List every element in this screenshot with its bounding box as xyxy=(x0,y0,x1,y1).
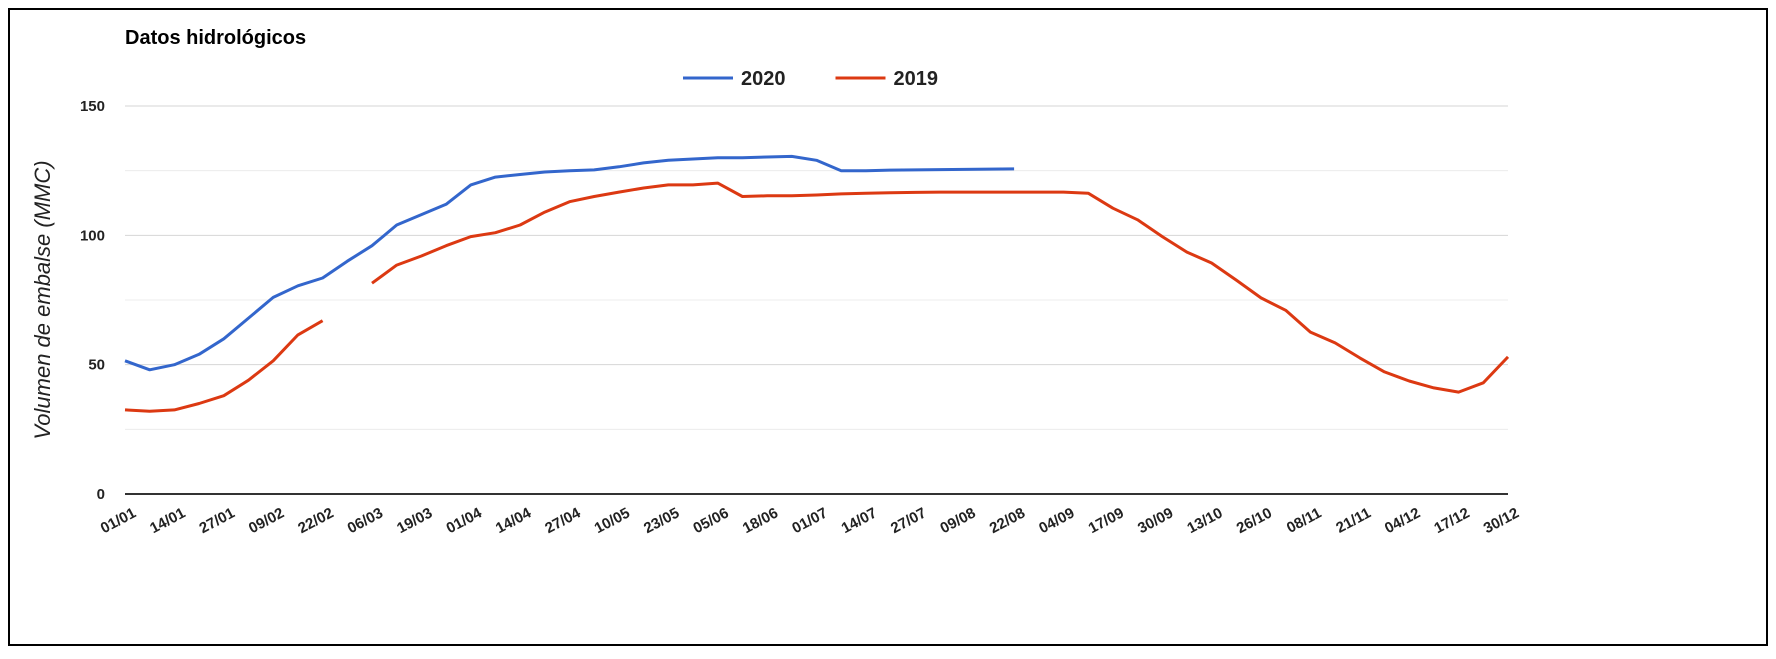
y-axis-title: Volumen de embalse (MMC) xyxy=(30,160,55,439)
series-line xyxy=(124,154,1015,372)
legend-label: 2019 xyxy=(894,68,939,90)
y-tick-label: 0 xyxy=(97,486,105,503)
frame xyxy=(8,8,1768,646)
chart-title: Datos hidrológicos xyxy=(125,27,306,49)
series-line xyxy=(124,181,1510,413)
y-tick-label: 50 xyxy=(88,357,105,374)
y-tick-label: 100 xyxy=(80,227,105,244)
y-tick-label: 150 xyxy=(80,98,105,115)
legend-label: 2020 xyxy=(741,68,786,90)
